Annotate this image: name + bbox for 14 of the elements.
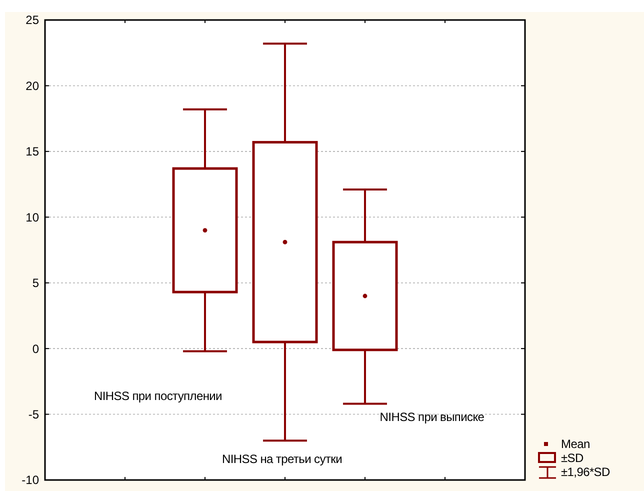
y-tick-label: -10 xyxy=(22,473,40,488)
y-tick-label: -5 xyxy=(28,407,40,422)
annotation: NIHSS на третьи сутки xyxy=(222,452,342,466)
text: Mean xyxy=(561,437,590,452)
y-tick-label: 15 xyxy=(26,144,40,159)
y-tick-label: 0 xyxy=(32,342,40,356)
y-tick-label: 25 xyxy=(26,13,40,28)
annotation: NIHSS при поступлении xyxy=(94,389,222,403)
y-tick-label: 10 xyxy=(26,210,40,224)
text: ±1,96*SD xyxy=(561,465,611,480)
y-tick-label: 5 xyxy=(32,276,40,290)
y-tick-label: 20 xyxy=(26,78,40,93)
text: ±SD xyxy=(561,451,584,466)
annotation: NIHSS при выписке xyxy=(380,410,485,424)
